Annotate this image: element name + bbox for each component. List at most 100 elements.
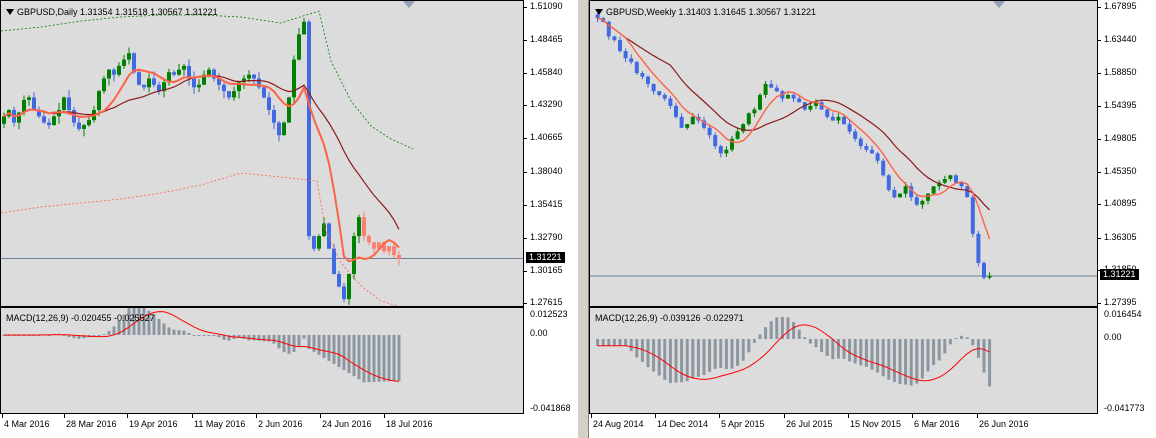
left-price-axis[interactable]: 1.51090 1.48465 1.45840 1.43290 1.40665 1.380… <box>524 0 577 307</box>
right-bar <box>730 135 734 152</box>
left-ohlc-values: 1.31354 1.31518 1.30567 1.31221 <box>80 7 218 17</box>
left-bar <box>302 18 306 35</box>
left-price-tick <box>524 7 527 8</box>
left-time-label: 4 Mar 2016 <box>4 419 50 429</box>
right-time-label: 26 Jun 2016 <box>979 419 1029 429</box>
right-macd-axis[interactable]: 0.016454 0.00 -0.041773 <box>1098 307 1156 414</box>
right-chart-menu-icon[interactable] <box>595 9 603 15</box>
left-time-tick <box>192 414 193 418</box>
right-macd-bar <box>629 339 633 352</box>
left-time-label: 19 Apr 2016 <box>129 419 178 429</box>
left-bar <box>102 75 106 94</box>
right-bar <box>914 195 919 207</box>
right-chart-window[interactable]: GBPUSD,Weekly 1.31403 1.31645 1.30567 1.… <box>589 0 1156 438</box>
left-price-pane[interactable]: GBPUSD,Daily 1.31354 1.31518 1.30567 1.3… <box>0 0 524 307</box>
right-macd-bar <box>932 339 936 365</box>
right-price-tick <box>1098 73 1101 75</box>
right-macd-bar <box>971 339 975 346</box>
left-price-tick <box>524 73 527 75</box>
right-time-axis[interactable]: 24 Aug 2014 14 Dec 2014 5 Apr 2015 26 Jul 2… <box>589 414 1156 438</box>
left-price-label: 1.43290 <box>530 99 563 110</box>
left-bar <box>97 89 101 116</box>
right-bar <box>858 136 863 150</box>
right-macd-header: MACD(12,26,9) -0.039126 -0.022971 <box>595 313 744 323</box>
left-time-tick <box>384 414 385 418</box>
right-macd-bar <box>965 337 969 339</box>
left-macd-bar <box>337 335 341 368</box>
left-time-label: 2 Jun 2016 <box>258 419 303 429</box>
right-macd-bar <box>730 339 734 369</box>
left-ma-fast <box>3 68 400 263</box>
left-macd-signal <box>4 311 400 382</box>
right-time-tick <box>719 414 720 418</box>
left-bar <box>87 116 91 127</box>
left-price-label: 1.51090 <box>530 1 563 11</box>
right-bar <box>982 261 986 280</box>
right-macd-bar <box>696 339 700 377</box>
right-macd-bar <box>713 339 717 369</box>
left-bar <box>167 68 171 86</box>
right-price-axis[interactable]: 1.67895 1.63440 1.58850 1.54395 1.49805 1.453… <box>1098 0 1156 307</box>
right-symbol-header: GBPUSD,Weekly 1.31403 1.31645 1.30567 1.… <box>606 7 816 17</box>
right-price-pane[interactable]: GBPUSD,Weekly 1.31403 1.31645 1.30567 1.… <box>589 0 1098 307</box>
right-time-tick <box>912 414 913 418</box>
right-bar <box>948 174 953 182</box>
right-bar <box>713 132 718 150</box>
left-macd-bar <box>347 335 351 374</box>
right-macd-plot <box>596 316 992 387</box>
left-macd-bar <box>217 335 221 338</box>
right-bar <box>685 123 690 130</box>
right-macd-bar <box>752 339 756 343</box>
left-bar <box>162 78 166 98</box>
right-macd-bar <box>702 339 706 375</box>
right-macd-bar <box>624 339 628 346</box>
right-bar <box>830 112 835 121</box>
left-macd-pane[interactable]: MACD(12,26,9) -0.020455 -0.025527 <box>0 307 524 414</box>
left-price-label: 1.32790 <box>530 231 563 242</box>
left-price-label: 1.45840 <box>530 67 563 78</box>
right-macd-bar <box>954 338 958 340</box>
right-time-label: 24 Aug 2014 <box>593 419 644 429</box>
left-macd-bar <box>302 335 306 339</box>
right-time-tick <box>655 414 656 418</box>
right-chart-shift-icon[interactable] <box>993 1 1005 8</box>
left-price-tick <box>524 105 527 107</box>
right-bar <box>954 174 958 184</box>
right-bar <box>791 92 796 103</box>
right-price-tick <box>1098 39 1101 41</box>
left-macd-bar <box>262 335 266 342</box>
left-bar <box>262 87 266 99</box>
left-bar <box>232 86 236 101</box>
window-splitter[interactable] <box>577 0 589 438</box>
right-time-tick <box>784 414 785 418</box>
left-macd-axis[interactable]: 0.012523 0.00 -0.041868 <box>524 307 577 414</box>
right-macd-bar <box>937 339 941 361</box>
left-symbol-header: GBPUSD,Daily 1.31354 1.31518 1.30567 1.3… <box>17 7 218 17</box>
left-bar <box>397 250 401 266</box>
left-chart-window[interactable]: GBPUSD,Daily 1.31354 1.31518 1.30567 1.3… <box>0 0 577 438</box>
left-time-axis[interactable]: 4 Mar 2016 28 Mar 2016 19 Apr 2016 11 May 2… <box>0 414 577 438</box>
left-macd-bar <box>112 326 116 335</box>
right-bar <box>987 272 992 280</box>
left-macd-bar <box>362 335 366 383</box>
right-bar <box>898 193 902 198</box>
right-macd-bar <box>708 339 712 372</box>
right-bar <box>786 93 790 99</box>
left-chart-menu-icon[interactable] <box>6 9 14 15</box>
left-macd-bar <box>397 335 401 382</box>
right-bar <box>780 89 785 103</box>
left-macd-bar <box>202 335 206 336</box>
right-macd-bar <box>685 339 689 382</box>
left-chart-shift-icon[interactable] <box>403 1 415 8</box>
right-macd-pane[interactable]: MACD(12,26,9) -0.039126 -0.022971 <box>589 307 1098 414</box>
right-bar <box>741 123 746 134</box>
left-bar <box>297 27 301 61</box>
right-price-tick <box>1098 7 1101 8</box>
left-macd-bar <box>387 335 391 382</box>
left-bar <box>62 96 66 114</box>
right-bar <box>976 230 981 267</box>
left-bar <box>82 123 86 137</box>
left-macd-label: -0.041868 <box>530 403 571 413</box>
right-macd-signal <box>597 324 990 382</box>
left-bar <box>367 234 371 246</box>
